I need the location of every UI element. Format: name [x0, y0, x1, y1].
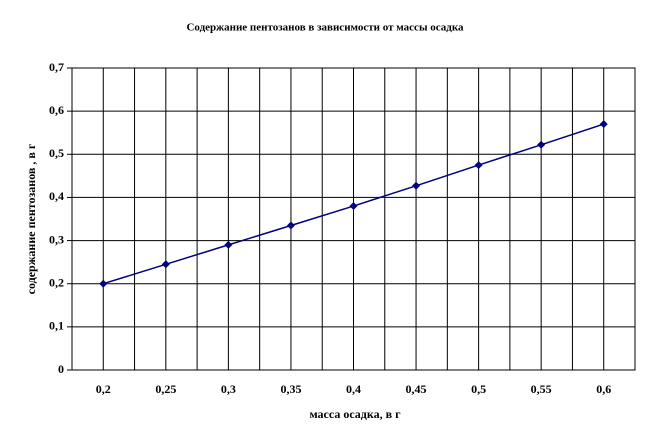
chart-title: Содержание пентозанов в зависимости от м…: [186, 22, 464, 34]
marker: [224, 240, 233, 249]
y-tick-label: 0,2: [49, 275, 64, 289]
marker: [99, 279, 108, 288]
marker: [537, 140, 546, 149]
x-tick-label: 0,5: [471, 382, 486, 396]
marker: [412, 181, 421, 190]
x-tick-label: 0,35: [280, 382, 301, 396]
x-axis-label: масса осадка, в г: [309, 407, 401, 421]
marker: [349, 202, 358, 211]
marker: [599, 120, 608, 129]
x-tick-label: 0,2: [96, 382, 111, 396]
plot-border: [71, 67, 636, 371]
y-tick-label: 0,5: [49, 146, 64, 160]
y-axis-label: содержание пентозанов , в г: [24, 143, 38, 294]
x-tick-label: 0,3: [221, 382, 236, 396]
marker: [161, 260, 170, 269]
x-tick-label: 0,25: [155, 382, 176, 396]
y-tick-label: 0,7: [49, 60, 64, 74]
marker: [474, 161, 483, 170]
y-tick-label: 0,1: [49, 319, 64, 333]
x-tick-label: 0,45: [406, 382, 427, 396]
y-tick-label: 0,6: [49, 103, 64, 117]
y-tick-label: 0,4: [49, 189, 64, 203]
marker: [286, 221, 295, 230]
y-tick-label: 0: [58, 362, 64, 376]
x-tick-label: 0,4: [346, 382, 361, 396]
x-tick-label: 0,6: [596, 382, 611, 396]
y-tick-label: 0,3: [49, 232, 64, 246]
x-tick-label: 0,55: [531, 382, 552, 396]
